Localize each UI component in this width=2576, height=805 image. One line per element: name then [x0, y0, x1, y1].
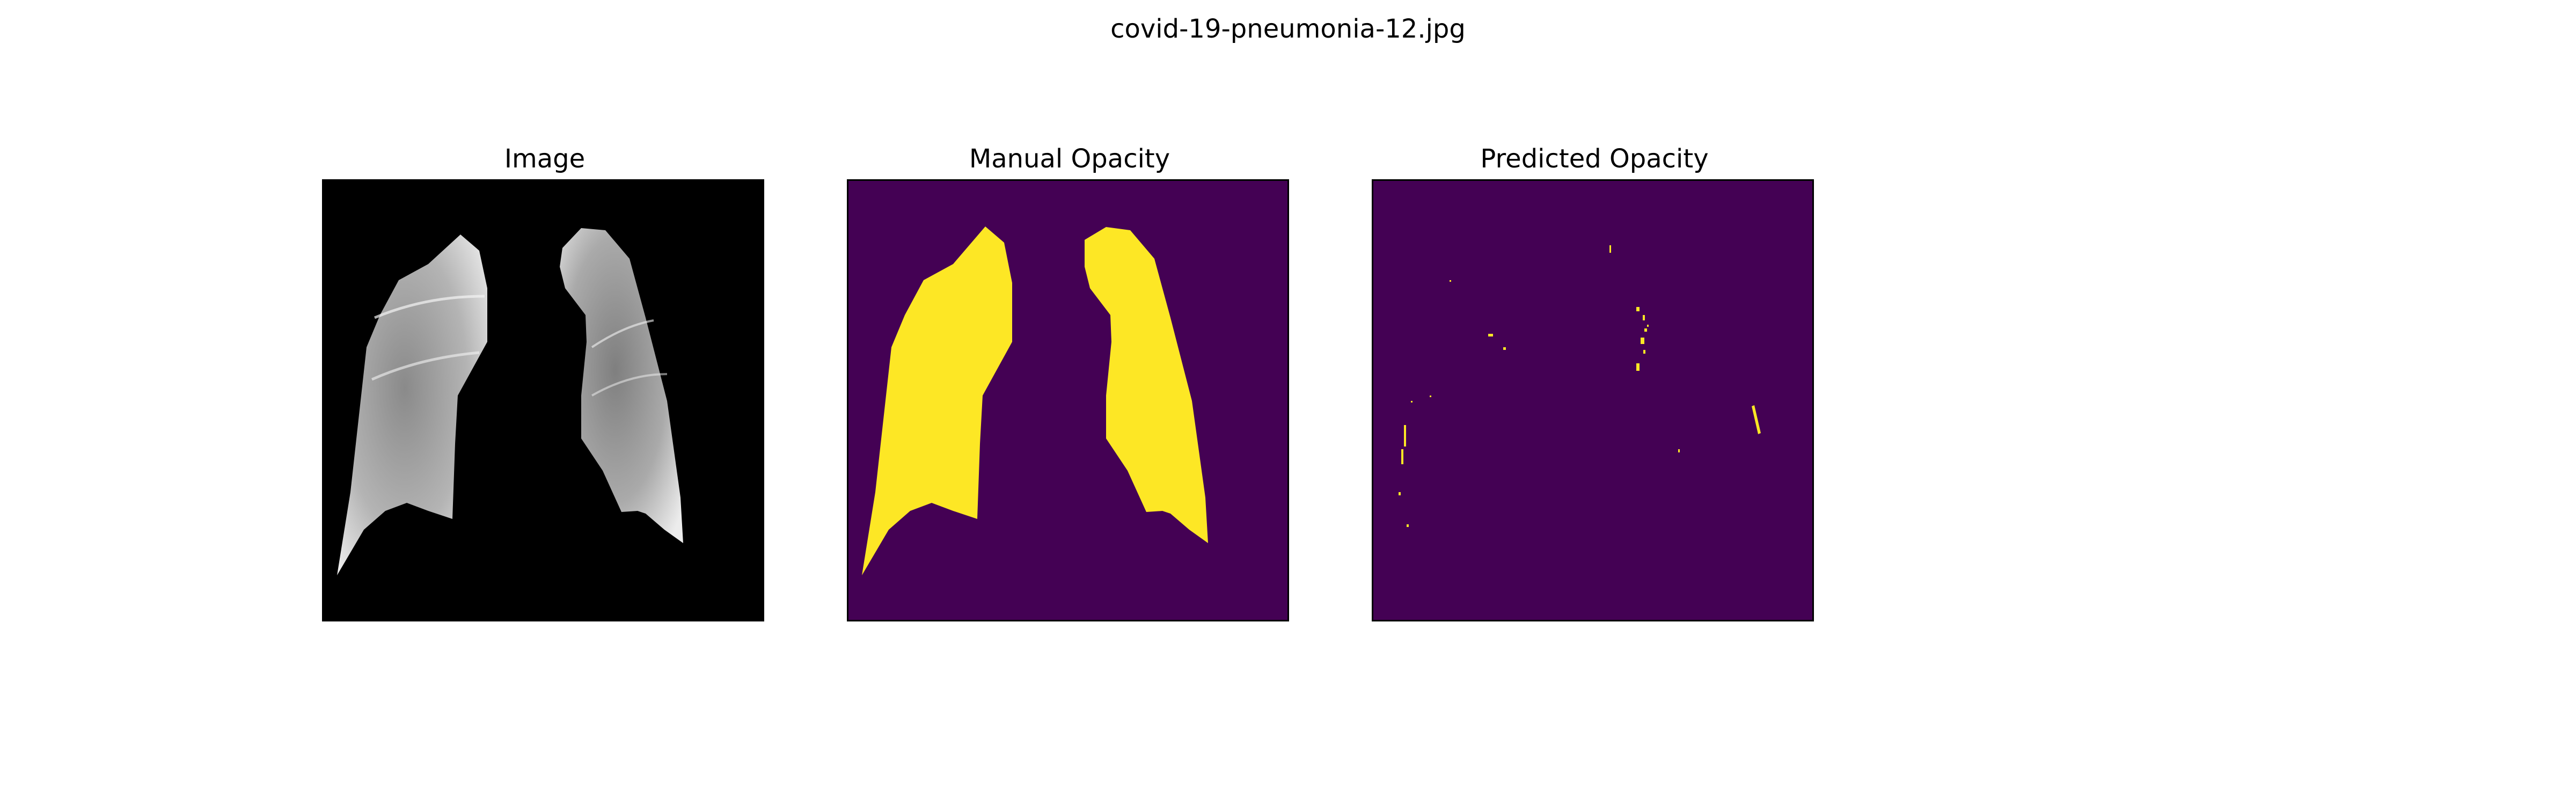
predicted-opacity-panel-title: Predicted Opacity — [1480, 144, 1709, 174]
predicted-opacity-specks — [1399, 245, 1761, 527]
predicted-opacity-panel-frame — [1372, 179, 1814, 621]
image-panel-title: Image — [504, 144, 586, 174]
xray-image — [324, 181, 763, 620]
rib-line — [591, 319, 654, 348]
mask-background — [1373, 181, 1812, 620]
left-lung-region — [337, 235, 487, 575]
figure-title: covid-19-pneumonia-12.jpg — [1110, 14, 1466, 44]
manual-opacity-panel-title: Manual Opacity — [969, 144, 1170, 174]
rib-line — [371, 351, 480, 381]
image-panel: Image — [322, 142, 767, 621]
manual-opacity-mask — [848, 181, 1287, 620]
rib-line — [374, 295, 485, 319]
right-lung-mask — [1085, 227, 1208, 543]
manual-opacity-panel-frame — [847, 179, 1289, 621]
image-panel-frame — [322, 179, 764, 621]
right-lung-region — [560, 228, 683, 543]
predicted-opacity-panel: Predicted Opacity — [1372, 142, 1817, 621]
predicted-opacity-mask — [1373, 181, 1812, 620]
rib-line — [591, 373, 668, 397]
manual-opacity-panel: Manual Opacity — [847, 142, 1292, 621]
left-lung-mask — [862, 226, 1012, 575]
